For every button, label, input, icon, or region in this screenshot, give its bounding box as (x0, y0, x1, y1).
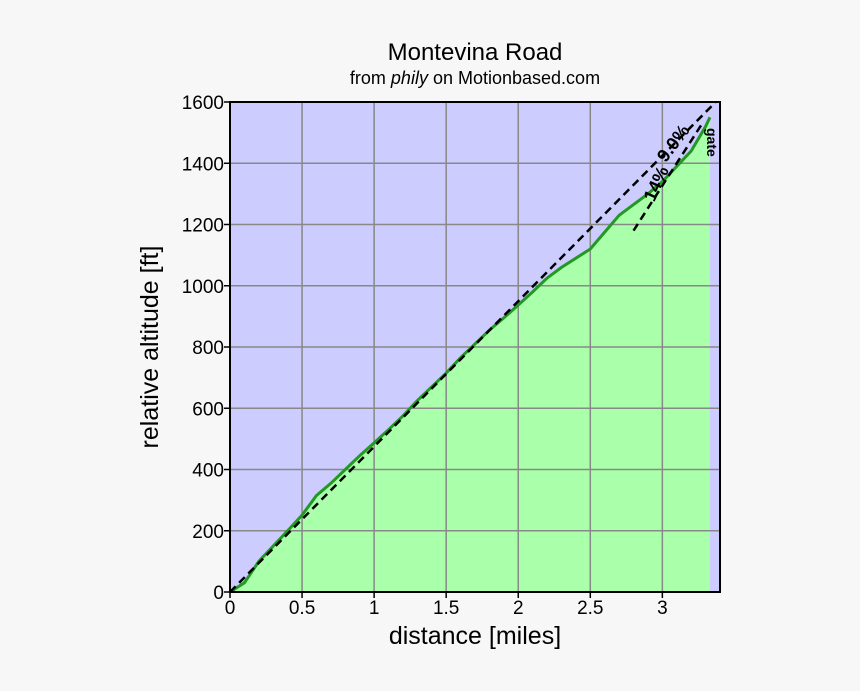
x-tick-label: 1.5 (433, 598, 459, 619)
y-axis-label: relative altitude [ft] (136, 246, 164, 449)
y-tick-label: 600 (192, 399, 224, 420)
x-tick-label: 2.5 (577, 598, 603, 619)
x-tick-label: 0.5 (289, 598, 315, 619)
y-tick-label: 1600 (182, 93, 224, 114)
subtitle-part: on Motionbased.com (433, 68, 600, 88)
x-tick-label: 3 (657, 598, 668, 619)
chart-subtitle: from phily on Motionbased.com (350, 68, 600, 88)
x-tick-label: 2 (513, 598, 524, 619)
y-tick-label: 0 (213, 583, 224, 604)
chart-title: Montevina Road (388, 39, 563, 66)
y-tick-label: 200 (192, 522, 224, 543)
y-tick-label: 1400 (182, 154, 224, 175)
profile-line (230, 116, 712, 592)
annotation: gate (704, 128, 720, 157)
x-axis-label: distance [miles] (389, 622, 561, 650)
y-tick-label: 800 (192, 338, 224, 359)
y-tick-label: 1000 (182, 277, 224, 298)
subtitle-user: phily (390, 68, 429, 88)
y-tick-label: 1200 (182, 216, 224, 237)
reference-line (229, 101, 717, 593)
reference-line (632, 124, 703, 232)
x-tick-label: 1 (369, 598, 380, 619)
subtitle-part: from (350, 68, 386, 88)
x-tick-label: 0 (225, 598, 236, 619)
y-tick-label: 400 (192, 461, 224, 482)
